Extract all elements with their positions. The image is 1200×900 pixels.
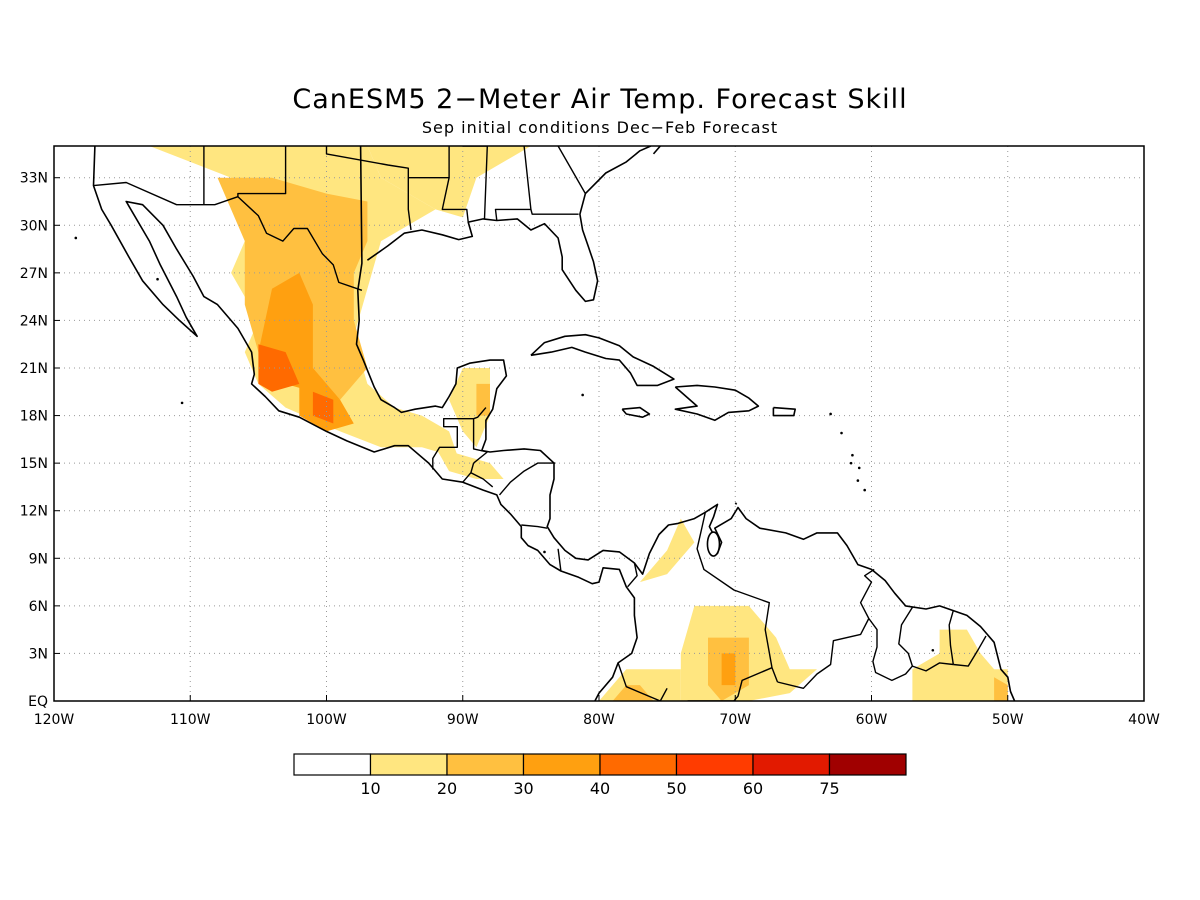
coastline-5 — [621, 406, 651, 418]
island-7 — [857, 466, 861, 470]
coastlines-layer — [74, 146, 1016, 701]
border-9 — [557, 146, 587, 194]
legend-swatch — [293, 753, 372, 776]
border-23 — [898, 607, 914, 667]
map-subtitle: Sep initial conditions Dec−Feb Forecast — [421, 118, 779, 137]
island-9 — [840, 431, 843, 435]
lat-tick-label: 15N — [20, 456, 48, 472]
border-5 — [441, 146, 469, 223]
skill-region-12 — [994, 677, 1008, 701]
border-17 — [557, 548, 562, 572]
island-12 — [931, 648, 935, 652]
coastline-2 — [366, 146, 652, 303]
legend-label: 20 — [437, 779, 457, 798]
lon-tick-label: 100W — [306, 712, 347, 728]
border-18 — [627, 562, 638, 588]
legend-label: 10 — [360, 779, 380, 798]
lat-lon-grid — [53, 146, 1145, 702]
border-10 — [432, 407, 487, 470]
skill-region-11 — [612, 685, 654, 701]
lon-tick-label: 60W — [856, 712, 888, 728]
legend-swatch — [522, 753, 601, 776]
island-10 — [829, 412, 832, 416]
legend-label: 40 — [590, 779, 610, 798]
axis-labels: 120W 110W 100W 90W 80W 70W 60W 50W 40W EQ 3N 6N 9N 12… — [20, 171, 1160, 728]
lon-tick-label: 40W — [1128, 712, 1160, 728]
lat-tick-label: 12N — [20, 504, 48, 520]
skill-region-17 — [312, 391, 334, 424]
island-4 — [543, 550, 546, 554]
skill-region-9 — [476, 383, 490, 416]
border-19 — [696, 512, 779, 683]
border-7 — [494, 146, 532, 221]
skill-region-4 — [639, 518, 695, 583]
lat-tick-label: 3N — [29, 646, 48, 662]
legend-label: 30 — [513, 779, 533, 798]
legend-swatch — [675, 753, 754, 776]
border-16 — [521, 524, 548, 529]
legend-label: 60 — [743, 779, 763, 798]
island-2 — [180, 401, 184, 405]
skill-region-16 — [258, 344, 300, 392]
coastline-8 — [734, 502, 738, 505]
coastline-3 — [530, 333, 675, 387]
lon-tick-label: 80W — [583, 712, 615, 728]
skill-region-15 — [721, 653, 736, 686]
border-3 — [325, 146, 412, 231]
legend-label: 50 — [666, 779, 686, 798]
legend-swatch — [369, 753, 448, 776]
island-0 — [74, 236, 78, 240]
border-20 — [733, 667, 773, 701]
legend-swatch — [828, 753, 907, 776]
island-6 — [856, 479, 860, 482]
island-1 — [156, 277, 159, 281]
lat-tick-label: 30N — [20, 218, 48, 234]
border-25 — [953, 635, 987, 667]
lon-tick-label: 70W — [719, 712, 751, 728]
legend-label: 75 — [819, 779, 839, 798]
border-22 — [868, 618, 954, 682]
border-21 — [777, 568, 875, 689]
lat-tick-label: EQ — [28, 694, 48, 710]
lat-tick-label: 9N — [29, 551, 48, 567]
map-title: CanESM5 2−Meter Air Temp. Forecast Skill — [292, 84, 908, 115]
border-11 — [472, 418, 488, 453]
lat-tick-label: 24N — [20, 313, 48, 329]
border-24 — [948, 610, 954, 665]
lat-tick-label: 27N — [20, 266, 48, 282]
border-2 — [237, 146, 287, 197]
lake-maracaibo — [706, 531, 721, 557]
border-13 — [470, 472, 494, 488]
lat-tick-label: 33N — [20, 171, 48, 187]
coastline-4 — [674, 384, 760, 422]
coastline-1 — [355, 146, 1016, 701]
island-11 — [863, 488, 866, 492]
color-legend: 10 20 30 40 50 60 75 — [293, 753, 907, 798]
island-3 — [581, 393, 584, 397]
border-14 — [473, 451, 488, 464]
lon-tick-label: 120W — [34, 712, 75, 728]
skill-region-0 — [81, 146, 531, 218]
border-27 — [617, 662, 668, 701]
legend-swatch — [446, 753, 525, 776]
lat-tick-label: 6N — [29, 599, 48, 615]
coastline-0 — [92, 146, 638, 701]
border-8 — [530, 209, 579, 215]
lat-tick-label: 18N — [20, 409, 48, 425]
lat-tick-label: 21N — [20, 361, 48, 377]
border-6 — [462, 146, 488, 219]
lon-tick-label: 110W — [170, 712, 211, 728]
lon-tick-label: 50W — [992, 712, 1024, 728]
coastline-6 — [772, 406, 796, 417]
legend-swatch — [752, 753, 831, 776]
legend-swatch — [599, 753, 678, 776]
coastline-7 — [652, 146, 661, 155]
border-0 — [93, 181, 363, 291]
island-5 — [849, 461, 853, 465]
plot-frame — [53, 145, 1145, 702]
lon-tick-label: 90W — [447, 712, 479, 728]
border-15 — [498, 462, 556, 496]
island-8 — [851, 453, 854, 457]
